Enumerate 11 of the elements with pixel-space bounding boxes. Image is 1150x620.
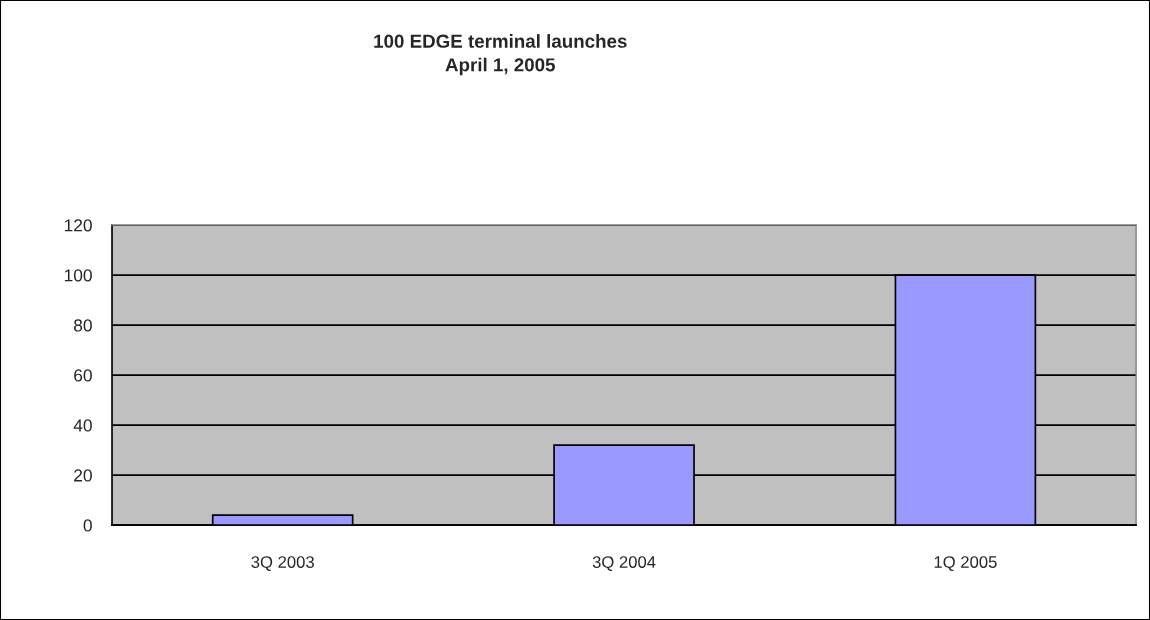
x-tick-label: 3Q 2003 xyxy=(251,556,314,571)
y-tick-label: 20 xyxy=(74,469,92,482)
y-tick-label: 40 xyxy=(73,419,92,432)
chart-title: 100 EDGE terminal launches April 1, 2005 xyxy=(374,34,627,76)
y-tick-label: 120 xyxy=(64,219,92,232)
y-tick-label: 60 xyxy=(74,369,92,382)
y-tick-label: 100 xyxy=(64,269,92,282)
y-tick-label: 80 xyxy=(74,319,92,332)
y-tick-label: 0 xyxy=(83,519,92,532)
x-tick-label: 3Q 2004 xyxy=(592,556,656,571)
x-tick-label: 1Q 2005 xyxy=(934,556,997,571)
